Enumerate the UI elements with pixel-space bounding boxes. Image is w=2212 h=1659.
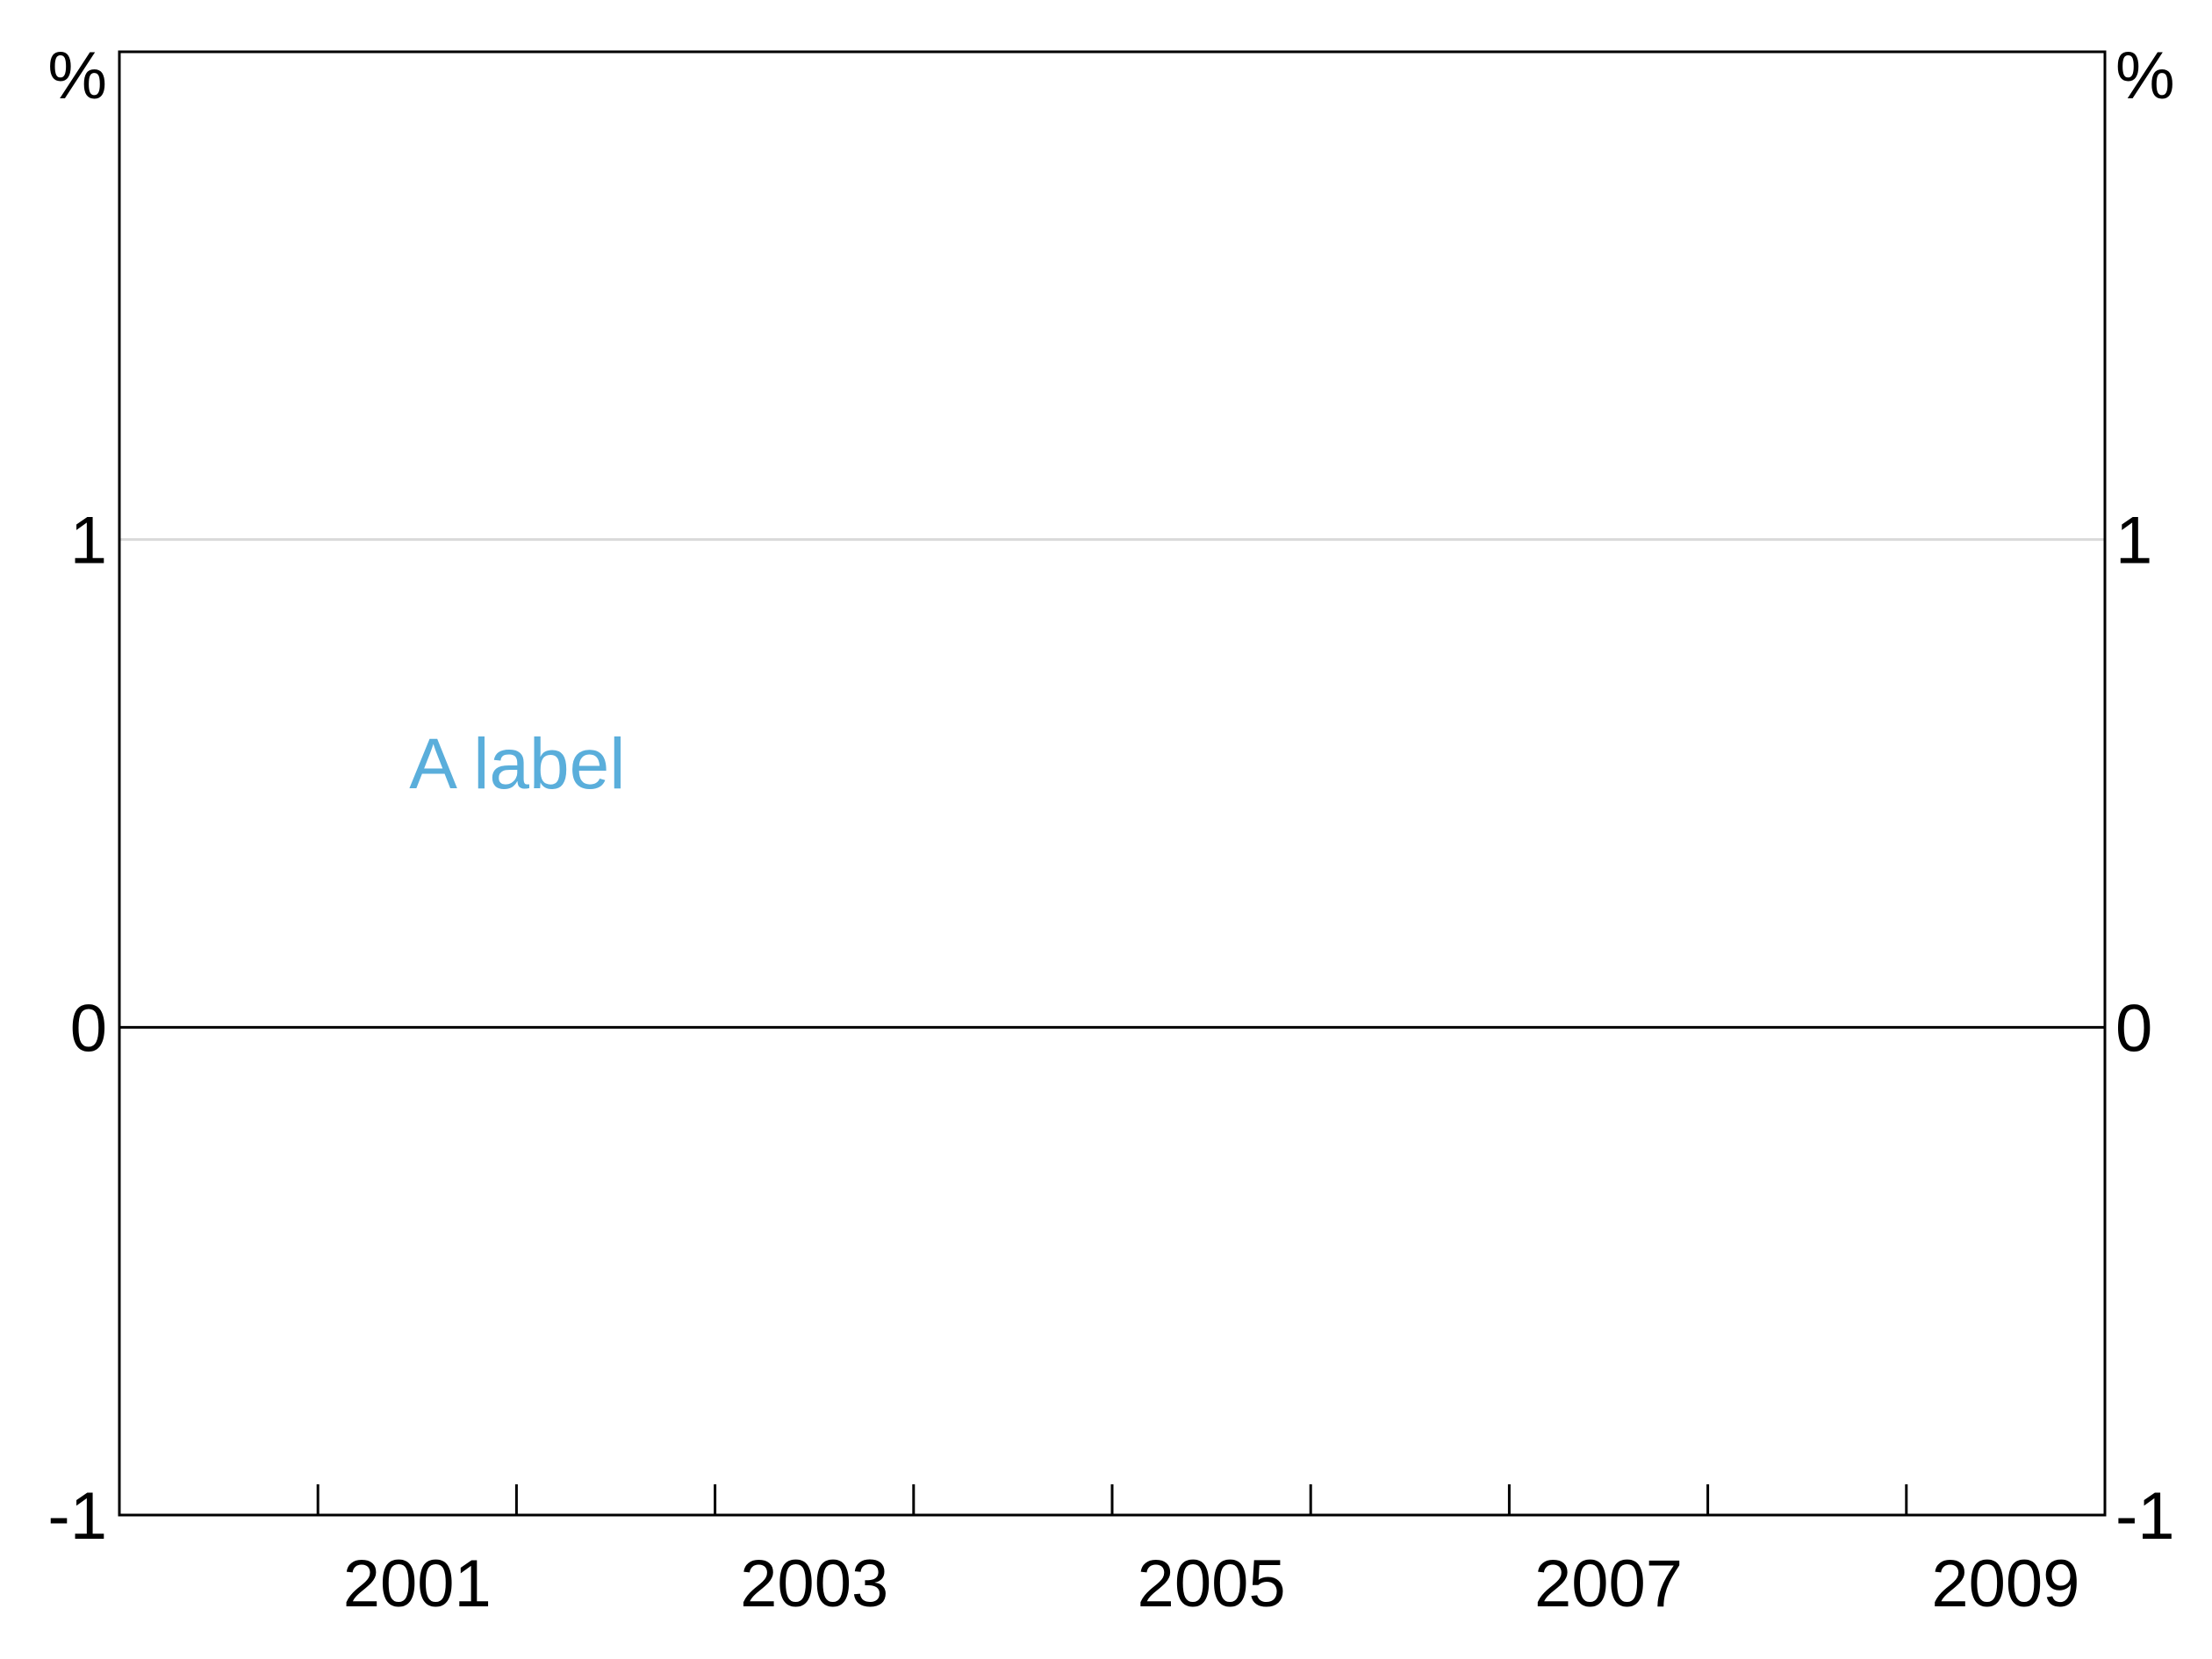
plot-area (119, 52, 2105, 1515)
annotations: A label (409, 724, 625, 804)
x-tick-label: 2007 (1534, 1547, 1683, 1621)
y-tick-label-right: 0 (2115, 991, 2152, 1066)
annotation-label: A label (409, 724, 625, 804)
y-tick-label-right: -1 (2115, 1479, 2175, 1554)
x-tick-label: 2009 (1931, 1547, 2079, 1621)
y-tick-label-left: 0 (70, 991, 107, 1066)
x-tick-label: 2003 (740, 1547, 888, 1621)
x-ticks: 2001 2003 2005 2007 2009 (316, 1484, 2079, 1621)
y-unit-left: % (47, 39, 107, 113)
x-tick-label: 2001 (343, 1547, 492, 1621)
y-axis-right: -1 0 1 (2115, 504, 2175, 1554)
y-tick-label-left: -1 (47, 1479, 107, 1554)
y-unit-right: % (2115, 39, 2175, 113)
unit-labels: % % (47, 39, 2174, 113)
plot-background (119, 52, 2105, 1515)
y-tick-label-left: 1 (70, 504, 107, 578)
y-tick-label-right: 1 (2115, 504, 2152, 578)
x-tick-label: 2005 (1138, 1547, 1286, 1621)
y-axis-left: -1 0 1 (47, 504, 107, 1554)
